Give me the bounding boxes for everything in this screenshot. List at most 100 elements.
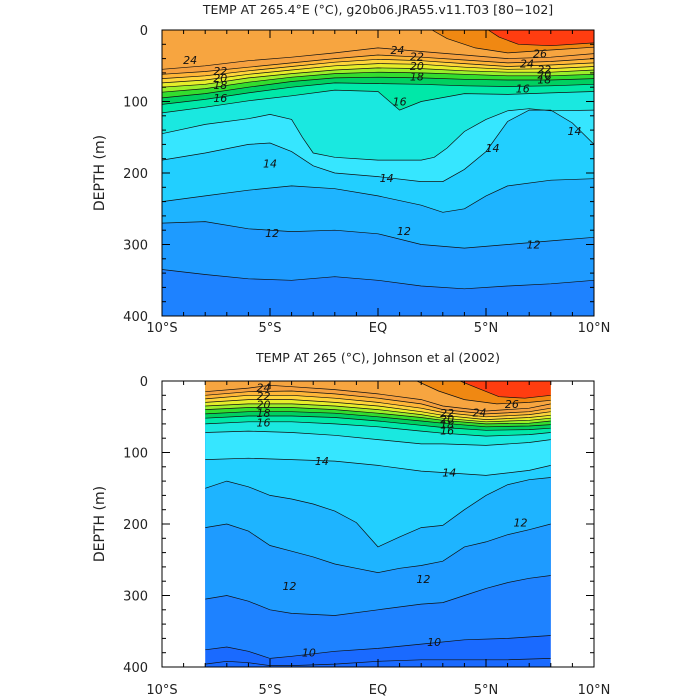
isotherm-25: [431, 30, 594, 54]
isotherm-11: [205, 575, 551, 616]
contour-label: 20: [257, 399, 271, 412]
isotherm-23: [205, 390, 551, 415]
contour-label: 18: [213, 79, 227, 92]
contour-label: 14: [380, 172, 394, 185]
isotherm-24: [205, 384, 551, 412]
isotherm-16: [205, 421, 551, 437]
isotherm-19: [205, 407, 551, 425]
isotherm-25: [416, 381, 551, 405]
isotherm-17: [162, 82, 594, 105]
contour-label: 22: [537, 63, 551, 76]
contour-label: 14: [263, 158, 277, 171]
y-tick-label: 0: [140, 375, 148, 390]
contour-label: 10: [302, 647, 316, 660]
y-tick-label: 400: [123, 310, 148, 325]
isotherm-22: [162, 58, 594, 79]
x-tick-label: 10°N: [578, 321, 611, 336]
contour-label: 12: [282, 580, 296, 593]
contour-fills: [205, 381, 551, 667]
y-tick-label: 300: [123, 239, 148, 254]
contour-label: 20: [440, 413, 454, 426]
y-axis-title: DEPTH (m): [92, 135, 108, 211]
x-tick-label: 10°S: [146, 683, 177, 698]
y-tick-label: 0: [140, 24, 148, 39]
contour-label: 10: [427, 636, 441, 649]
isotherm-lines: [205, 381, 551, 666]
contour-label: 26: [505, 398, 519, 411]
contour-label: 24: [257, 381, 271, 394]
contour-label: 14: [485, 142, 499, 155]
contour-label: 22: [257, 390, 271, 403]
contour-label: 20: [537, 68, 551, 81]
contour-label: 12: [527, 239, 541, 252]
isotherm-26: [488, 30, 594, 47]
isotherm-11: [162, 269, 594, 290]
x-tick-label: 5°S: [258, 321, 281, 336]
bottom-panel: 24222018162220181624261414121212101010°S…: [92, 350, 610, 698]
y-tick-label: 200: [123, 167, 148, 182]
contour-label: 22: [213, 65, 227, 78]
isotherm-19: [162, 71, 594, 93]
contour-label: 22: [440, 407, 454, 420]
contour-label: 12: [416, 573, 430, 586]
contour-label: 16: [516, 83, 530, 96]
isotherm-14: [162, 109, 594, 182]
isotherm-20: [162, 67, 594, 88]
y-tick-label: 100: [123, 96, 148, 111]
isotherm-12: [162, 221, 594, 249]
isotherm-13: [162, 178, 594, 213]
y-tick-label: 300: [123, 590, 148, 605]
contour-label: 18: [537, 73, 551, 86]
isotherm-16: [162, 89, 594, 114]
contour-label: 12: [514, 517, 528, 530]
contour-label: 14: [315, 455, 329, 468]
contour-label: 18: [257, 407, 271, 420]
x-tick-label: 5°S: [258, 683, 281, 698]
isotherm-26: [459, 381, 551, 399]
contour-label: 18: [440, 419, 454, 432]
contour-label: 12: [265, 227, 279, 240]
axes: 10°S 5°S EQ 5°N 10°N 0 100 200 300 400: [123, 375, 610, 698]
x-tick-label: 5°N: [474, 321, 499, 336]
x-tick-label: 10°S: [146, 321, 177, 336]
contour-label: 18: [410, 70, 424, 83]
contour-label: 14: [442, 467, 456, 480]
fill-band-26: [460, 381, 551, 399]
isotherm-13: [205, 477, 551, 548]
isotherm-15: [162, 108, 594, 161]
y-axis-title: DEPTH (m): [92, 486, 108, 562]
axes: 10°S 5°S EQ 5°N 10°N 0 100 200 300 400: [123, 24, 610, 336]
isotherm-23: [162, 54, 594, 75]
isotherm-18: [205, 411, 551, 428]
contour-label: 22: [410, 50, 424, 63]
isotherm-18: [162, 76, 594, 99]
contour-label: 24: [183, 54, 197, 67]
contour-label: 16: [440, 424, 454, 437]
contour-label: 16: [257, 416, 271, 429]
contour-label: 20: [213, 72, 227, 85]
contour-label: 24: [473, 406, 487, 419]
contour-label: 26: [533, 48, 547, 61]
isotherm-lines: [162, 30, 594, 290]
chart-title: TEMP AT 265 (°C), Johnson et al (2002): [255, 350, 500, 365]
contour-label: 24: [520, 58, 534, 71]
isotherm-22: [205, 394, 551, 418]
contour-label: 12: [397, 225, 411, 238]
contour-label: 20: [410, 60, 424, 73]
contour-label: 14: [568, 125, 582, 138]
y-tick-label: 200: [123, 518, 148, 533]
x-tick-label: 5°N: [474, 683, 499, 698]
contour-label: 24: [390, 44, 404, 57]
isotherm-20: [205, 403, 551, 423]
isotherm-10: [205, 635, 551, 659]
y-tick-label: 100: [123, 447, 148, 462]
isotherm-15: [205, 430, 551, 446]
isotherm-21: [205, 399, 551, 420]
isotherm-14: [205, 457, 551, 476]
contour-label: 16: [393, 96, 407, 109]
isotherm-24: [162, 47, 594, 70]
